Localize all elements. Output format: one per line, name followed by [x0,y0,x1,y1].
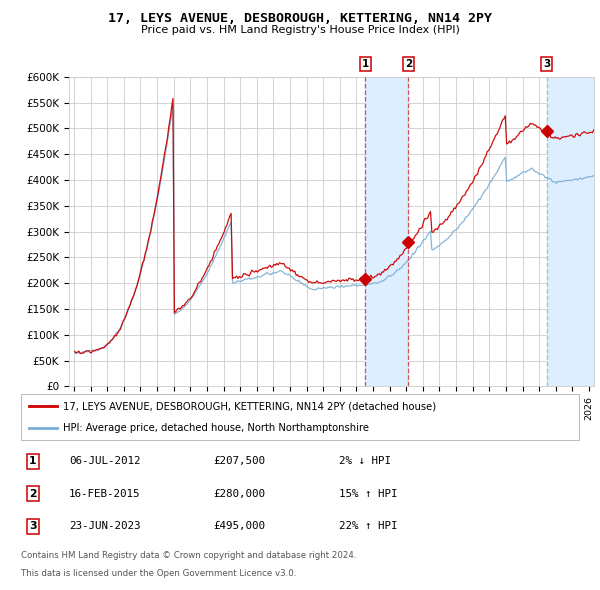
Text: 2: 2 [404,59,412,69]
Text: 3: 3 [544,59,551,69]
Text: 17, LEYS AVENUE, DESBOROUGH, KETTERING, NN14 2PY (detached house): 17, LEYS AVENUE, DESBOROUGH, KETTERING, … [63,401,436,411]
Text: £280,000: £280,000 [213,489,265,499]
Text: 2: 2 [29,489,37,499]
Text: This data is licensed under the Open Government Licence v3.0.: This data is licensed under the Open Gov… [21,569,296,578]
Text: 1: 1 [362,59,369,69]
Text: 23-JUN-2023: 23-JUN-2023 [69,522,140,531]
Text: £495,000: £495,000 [213,522,265,531]
Text: Price paid vs. HM Land Registry's House Price Index (HPI): Price paid vs. HM Land Registry's House … [140,25,460,35]
Text: 3: 3 [29,522,37,531]
Text: 16-FEB-2015: 16-FEB-2015 [69,489,140,499]
Text: 17, LEYS AVENUE, DESBOROUGH, KETTERING, NN14 2PY: 17, LEYS AVENUE, DESBOROUGH, KETTERING, … [108,12,492,25]
Text: £207,500: £207,500 [213,457,265,466]
Bar [547,77,598,386]
Text: 2% ↓ HPI: 2% ↓ HPI [339,457,391,466]
Text: 15% ↑ HPI: 15% ↑ HPI [339,489,397,499]
Text: 06-JUL-2012: 06-JUL-2012 [69,457,140,466]
Text: Contains HM Land Registry data © Crown copyright and database right 2024.: Contains HM Land Registry data © Crown c… [21,552,356,560]
Text: HPI: Average price, detached house, North Northamptonshire: HPI: Average price, detached house, Nort… [63,423,369,433]
Bar [365,77,408,386]
Text: 22% ↑ HPI: 22% ↑ HPI [339,522,397,531]
Text: 1: 1 [29,457,37,466]
